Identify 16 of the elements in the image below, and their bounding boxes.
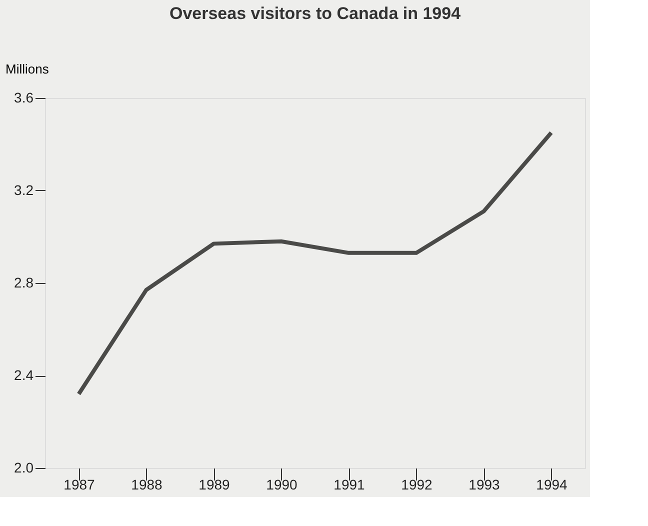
y-tick-label: 3.2 — [14, 182, 34, 198]
x-tick-label: 1989 — [198, 476, 230, 492]
y-tick-label: 2.8 — [14, 274, 34, 290]
line-series — [76, 130, 554, 396]
x-tick-label: 1993 — [468, 476, 500, 492]
y-tick-label: 3.6 — [14, 90, 34, 106]
x-tick-label: 1992 — [401, 476, 433, 492]
y-tick-label: 2.0 — [14, 460, 34, 476]
x-tick-label: 1987 — [64, 476, 96, 492]
x-tick-label: 1994 — [536, 476, 568, 492]
x-tick-label: 1990 — [266, 476, 298, 492]
x-tick-label: 1988 — [131, 476, 163, 492]
x-tick-label: 1991 — [334, 476, 366, 492]
y-axis-title: Millions — [6, 62, 50, 76]
y-tick-label: 2.4 — [14, 367, 34, 383]
chart-title: Overseas visitors to Canada in 1994 — [169, 4, 462, 23]
